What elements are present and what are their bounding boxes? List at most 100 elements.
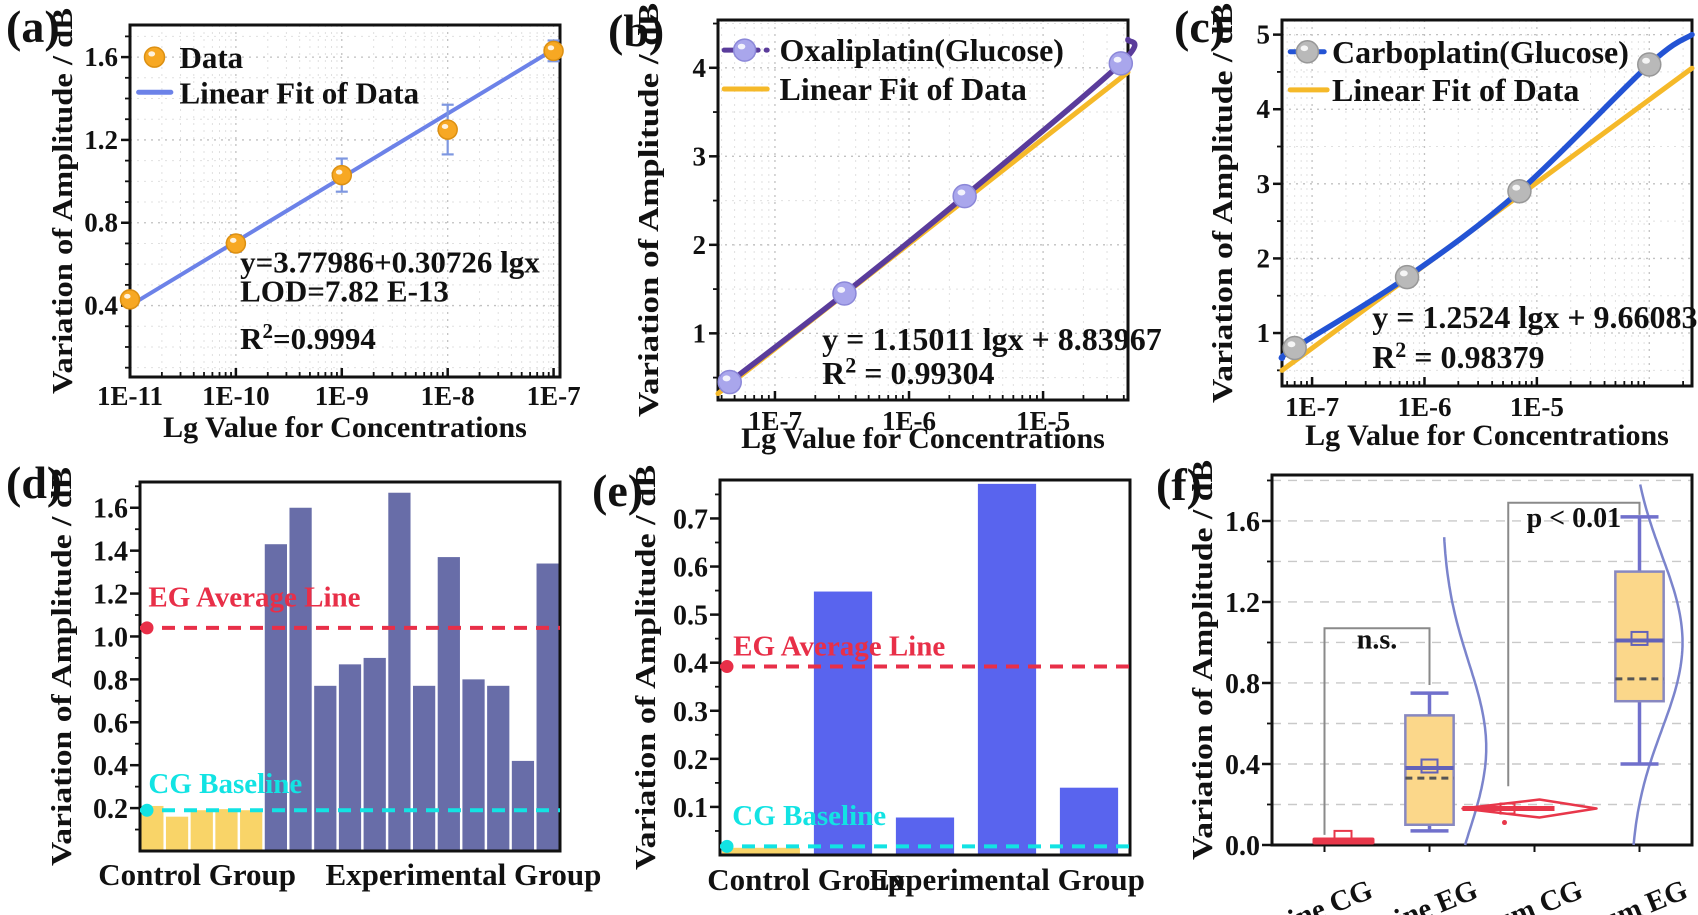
panel-b: 1E-7 1E-6 1E-5 1 2 3 4 Oxaliplatin(Glucose) Line… [566, 0, 1162, 470]
svg-text:Variation of Amplitude / dB: Variation of Amplitude / dB [1187, 460, 1219, 860]
bars [141, 492, 559, 851]
svg-text:4: 4 [693, 53, 707, 83]
panel-letter-e: (e) [592, 465, 644, 516]
panel-letter-a: (a) [6, 1, 60, 52]
svg-text:y = 1.2524 lgx + 9.66083: y = 1.2524 lgx + 9.66083 [1372, 299, 1697, 335]
svg-text:Oxaliplatin(Glucose): Oxaliplatin(Glucose) [780, 32, 1064, 68]
svg-text:0.4: 0.4 [84, 291, 118, 321]
panel-f-chart: 0.0 0.4 0.8 1.2 1.6 n.s. p < 0.01 Urine CGUrine… [1187, 460, 1694, 915]
svg-text:2: 2 [1257, 243, 1271, 273]
svg-text:Urine EG: Urine EG [1359, 874, 1482, 915]
svg-text:y=3.77986+0.30726 lgx: y=3.77986+0.30726 lgx [240, 244, 540, 279]
svg-text:Variation of Amplitude / dB: Variation of Amplitude / dB [48, 8, 79, 394]
svg-text:R2 = 0.98379: R2 = 0.98379 [1372, 337, 1544, 375]
svg-text:0.6: 0.6 [93, 708, 128, 739]
x-axis-title: Lg Value for Concentrations [1305, 419, 1669, 452]
data-points [717, 51, 1134, 395]
svg-text:5: 5 [1257, 20, 1271, 50]
reference-lines: EG Average Line CG Baseline [140, 581, 560, 817]
significance-brackets: n.s. p < 0.01 [1323, 501, 1641, 835]
grid [1272, 479, 1692, 846]
svg-text:Lg Value for Concentrations: Lg Value for Concentrations [741, 422, 1105, 455]
y-axis-title: Variation of Amplitude / dB [634, 3, 665, 417]
svg-text:0.5: 0.5 [673, 601, 708, 632]
svg-text:0.4: 0.4 [673, 649, 708, 680]
y-axis-title: Variation of Amplitude / dB [1208, 3, 1239, 403]
svg-text:Linear Fit of Data: Linear Fit of Data [179, 75, 419, 110]
svg-text:R2 = 0.99304: R2 = 0.99304 [822, 353, 994, 391]
svg-text:EG Average Line: EG Average Line [733, 630, 945, 662]
svg-text:1.4: 1.4 [93, 537, 128, 568]
svg-text:R2=0.9994: R2=0.9994 [240, 319, 376, 356]
svg-text:p < 0.01: p < 0.01 [1527, 503, 1622, 534]
svg-text:3: 3 [1257, 169, 1271, 199]
svg-text:1E-5: 1E-5 [1510, 392, 1564, 422]
svg-text:Variation of Amplitude / dB: Variation of Amplitude / dB [47, 467, 78, 866]
svg-text:Control Group: Control Group [98, 857, 296, 892]
data-points [1282, 52, 1662, 361]
panel-f: 0.0 0.4 0.8 1.2 1.6 n.s. p < 0.01 Urine CG Urine… [1132, 440, 1698, 915]
svg-text:0.1: 0.1 [673, 793, 708, 824]
panel-c-chart: 1E-7 1E-6 1E-5 1 2 3 4 5 Carboplatin(Glucose)Lin… [1208, 3, 1698, 452]
y-axis-title: Variation of Amplitude / dB [631, 465, 662, 870]
svg-text:Experimental Group: Experimental Group [869, 862, 1145, 897]
x-axis-title: Lg Value for Concentrations [163, 411, 527, 444]
svg-text:CG Baseline: CG Baseline [148, 768, 302, 800]
svg-text:0.2: 0.2 [673, 745, 708, 776]
panel-d-chart: 0.2 0.4 0.6 0.8 1.0 1.2 1.4 1.6 EG Average Line C… [47, 467, 601, 892]
distribution-curves [1442, 484, 1684, 846]
axes: 1E-7 1E-6 1E-5 1 2 3 4 5 [1257, 18, 1694, 422]
svg-text:1E-10: 1E-10 [202, 381, 270, 411]
svg-text:y = 1.15011 lgx + 8.83967: y = 1.15011 lgx + 8.83967 [822, 321, 1162, 357]
svg-text:Control Group: Control Group [707, 862, 905, 897]
svg-text:1E-6: 1E-6 [882, 406, 936, 436]
data-points [119, 39, 564, 310]
svg-text:1.6: 1.6 [84, 42, 118, 72]
axes: 1E-11 1E-10 1E-9 1E-8 1E-7 0.4 0.8 1.2 1.6 [84, 23, 581, 411]
panel-letter-f: (f) [1156, 459, 1202, 510]
svg-text:1: 1 [1257, 318, 1271, 348]
svg-text:EG Average Line: EG Average Line [148, 581, 360, 613]
axes: 0.0 0.4 0.8 1.2 1.6 [1225, 473, 1694, 862]
svg-text:n.s.: n.s. [1357, 625, 1397, 656]
svg-text:1E-5: 1E-5 [1016, 406, 1070, 436]
svg-text:Data: Data [179, 40, 243, 75]
svg-text:1.0: 1.0 [93, 622, 128, 653]
svg-text:1E-11: 1E-11 [97, 381, 163, 411]
svg-text:0.4: 0.4 [93, 751, 128, 782]
axes: 1E-7 1E-6 1E-5 1 2 3 4 [693, 18, 1130, 436]
svg-text:0.4: 0.4 [1225, 750, 1260, 781]
group-labels: Control Group Experimental Group [98, 857, 601, 892]
svg-text:1E-7: 1E-7 [748, 406, 802, 436]
svg-text:1E-6: 1E-6 [1397, 392, 1451, 422]
panel-e-chart: 0.1 0.2 0.3 0.4 0.5 0.6 0.7 EG Average Line CG B… [631, 465, 1145, 897]
legend: Oxaliplatin(Glucose)Linear Fit of Data [721, 32, 1064, 107]
svg-text:CG Baseline: CG Baseline [732, 800, 886, 832]
svg-text:0.2: 0.2 [93, 794, 128, 825]
svg-text:1: 1 [693, 318, 707, 348]
svg-text:Linear Fit of Data: Linear Fit of Data [780, 71, 1027, 107]
panel-b-chart: 1E-7 1E-6 1E-5 1 2 3 4 Oxaliplatin(Glucose)Line… [634, 3, 1162, 455]
svg-text:0.8: 0.8 [84, 208, 118, 238]
svg-text:Variation of Amplitude / dB: Variation of Amplitude / dB [631, 465, 662, 870]
svg-text:3: 3 [693, 141, 707, 171]
svg-text:Urine CG: Urine CG [1252, 874, 1377, 915]
panel-letter-d: (d) [6, 457, 63, 508]
panel-c: 1E-7 1E-6 1E-5 1 2 3 4 5 Carboplatin(Glucose) Lin… [1132, 0, 1698, 470]
svg-text:0.8: 0.8 [93, 665, 128, 696]
axes: 0.2 0.4 0.6 0.8 1.0 1.2 1.4 1.6 [93, 480, 562, 853]
svg-text:Carboplatin(Glucose): Carboplatin(Glucose) [1332, 34, 1629, 70]
box-item [1614, 515, 1665, 766]
svg-text:Variation of Amplitude / dB: Variation of Amplitude / dB [1208, 3, 1239, 403]
svg-text:1E-9: 1E-9 [315, 381, 369, 411]
svg-text:2: 2 [693, 230, 707, 260]
reference-lines: EG Average Line CG Baseline [720, 630, 1130, 853]
panel-e: 0.1 0.2 0.3 0.4 0.5 0.6 0.7 EG Average Line CG B… [566, 440, 1145, 915]
panel-letter-c: (c) [1174, 1, 1226, 52]
